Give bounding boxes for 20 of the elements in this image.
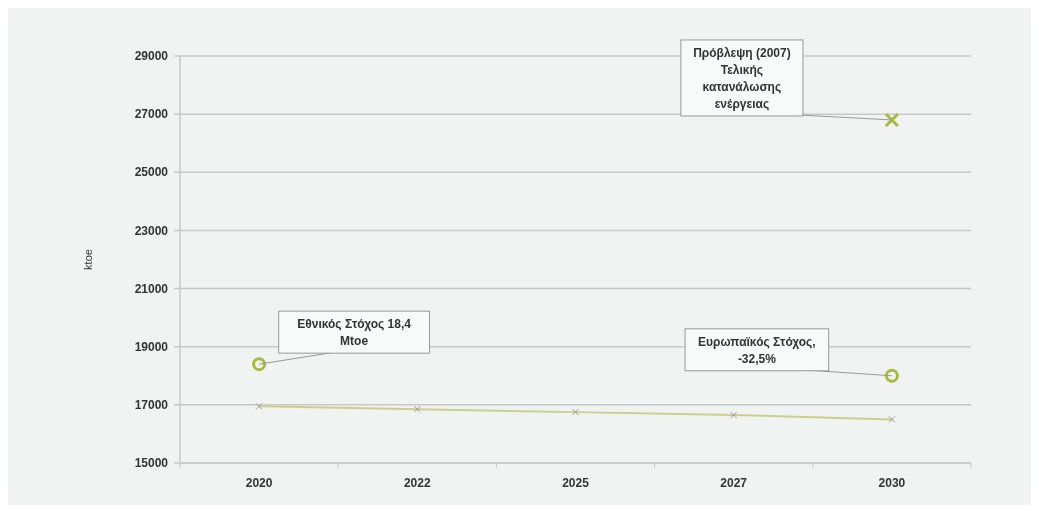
- annotation: Εθνικός Στόχος 18,4 Mtoe: [297, 316, 412, 348]
- y-tick-label: 25000: [134, 165, 169, 180]
- x-tick-label: 2027: [720, 476, 748, 490]
- y-tick-label: 19000: [134, 339, 169, 354]
- y-tick-label: 17000: [134, 398, 169, 413]
- annotation: Ευρωπαϊκός Στόχος, -32,5%: [698, 334, 816, 366]
- x-tick-label: 2025: [562, 476, 590, 490]
- x-tick-label: 2030: [878, 476, 906, 490]
- y-tick-label: 29000: [134, 49, 169, 64]
- point: [884, 368, 899, 383]
- x-tick-label: 2022: [403, 476, 431, 490]
- y-tick-label: 21000: [134, 281, 169, 296]
- point: [252, 357, 267, 372]
- x-tick-label: 2020: [245, 476, 273, 490]
- y-tick-label: 23000: [134, 223, 169, 238]
- y-tick-label: 27000: [134, 107, 169, 122]
- annotation: Πρόβλεψη (2007) Τελικής κατανάλωσης ενέργειας: [693, 45, 791, 111]
- y-axis-title: ktoe: [82, 249, 94, 270]
- y-tick-label: 15000: [134, 456, 169, 471]
- point: [884, 112, 900, 128]
